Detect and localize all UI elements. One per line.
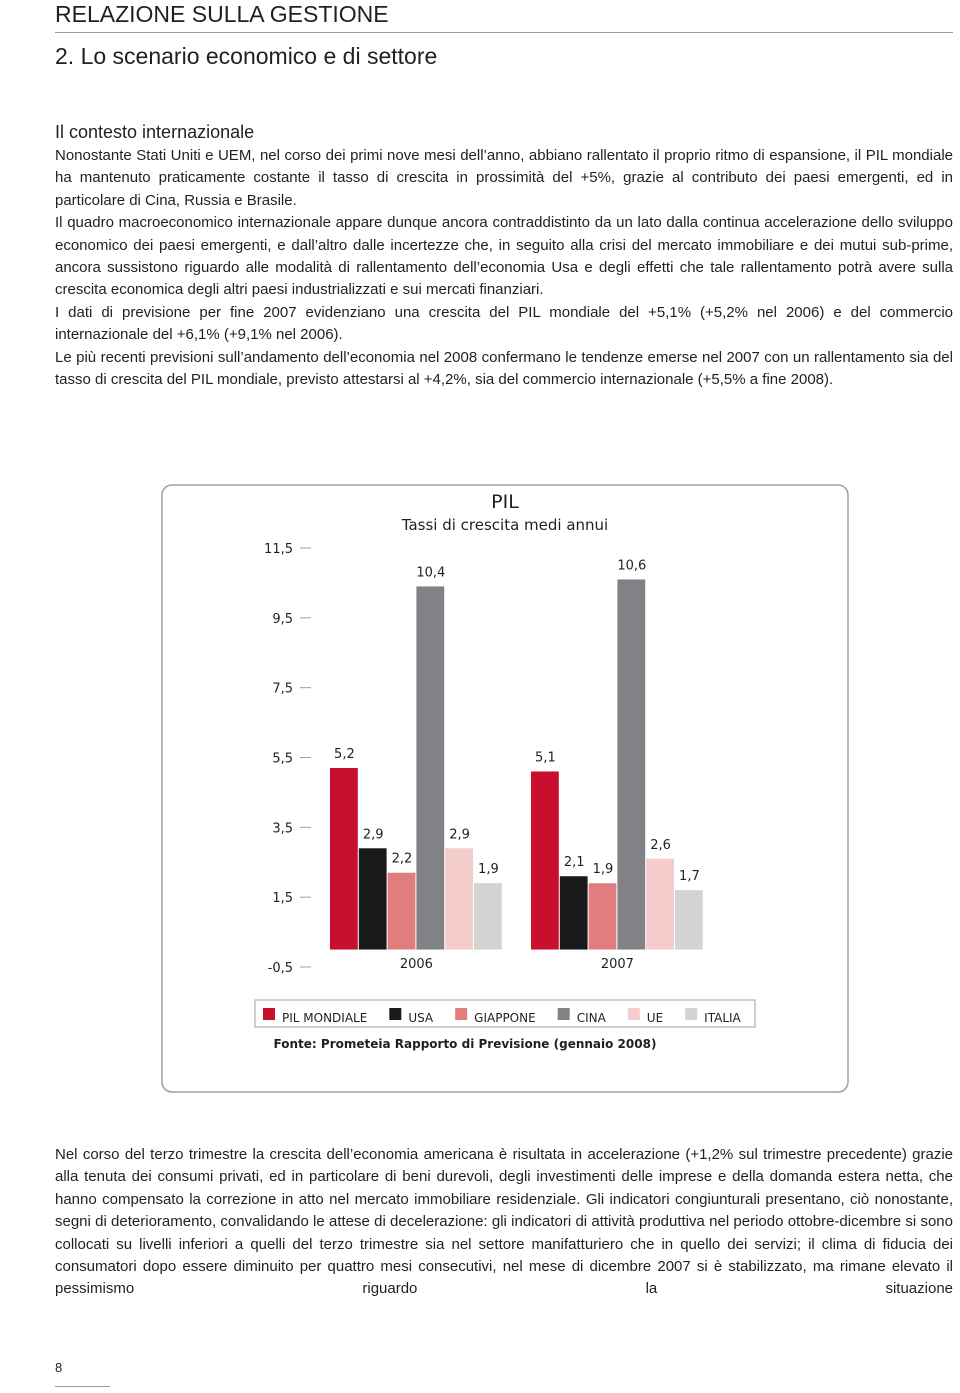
- paragraph: I dati di previsione per fine 2007 evide…: [55, 303, 953, 344]
- value-label: 1,9: [478, 862, 499, 877]
- legend-swatch: [389, 1008, 402, 1020]
- y-tick-label: 7,5: [272, 682, 293, 697]
- value-label: 5,2: [334, 747, 355, 762]
- legend-frame: [254, 999, 756, 1028]
- legend-swatch: [263, 1008, 275, 1020]
- y-tick-label: 5,5: [272, 752, 293, 767]
- legend-label: USA: [408, 1011, 434, 1025]
- rule: [55, 32, 953, 33]
- value-label: 10,4: [416, 565, 445, 580]
- legend-swatch: [627, 1008, 640, 1020]
- rule: [55, 1386, 110, 1387]
- chart-subtitle: Tassi di crescita medi annui: [401, 516, 608, 534]
- value-label: 2,9: [363, 827, 384, 842]
- chart-source: Fonte: Prometeia Rapporto di Previsione …: [274, 1037, 657, 1051]
- bar: [445, 848, 473, 950]
- value-label: 2,2: [392, 852, 413, 867]
- value-label: 10,6: [617, 558, 646, 573]
- y-tick-label: 9,5: [272, 612, 293, 627]
- paragraph: Il quadro macroeconomico internazionale …: [55, 214, 953, 299]
- y-tick-label: 11,5: [264, 542, 293, 557]
- value-label: 5,1: [535, 750, 556, 765]
- bar: [416, 586, 445, 950]
- section-title: 2. Lo scenario economico e di settore: [55, 43, 438, 69]
- legend-label: ITALIA: [704, 1011, 741, 1025]
- bar: [617, 579, 646, 950]
- legend-label: PIL MONDIALE: [282, 1011, 367, 1025]
- y-tick-label: 3,5: [272, 821, 293, 836]
- heading: Il contesto internazionale: [55, 122, 255, 142]
- value-label: 2,6: [650, 838, 671, 853]
- paragraph: Nel corso del terzo trimestre la crescit…: [55, 1146, 953, 1298]
- paragraph: Nonostante Stati Uniti e UEM, nel corso …: [55, 147, 953, 209]
- bar: [358, 848, 387, 950]
- chart-frame: [161, 484, 849, 1093]
- legend-label: UE: [647, 1011, 663, 1025]
- paragraph: Le più recenti previsioni sull’andamento…: [55, 348, 953, 389]
- bar: [675, 890, 703, 950]
- chart: PIL Tassi di crescita medi annui Fonte: …: [161, 484, 849, 1093]
- bar: [559, 876, 588, 950]
- bar: [646, 858, 674, 950]
- chart-title: PIL: [491, 491, 519, 513]
- value-label: 2,1: [564, 855, 585, 870]
- value-label: 2,9: [449, 827, 470, 842]
- header-title: RELAZIONE SULLA GESTIONE: [55, 1, 389, 27]
- x-tick-label: 2007: [601, 957, 634, 972]
- legend-swatch: [685, 1008, 698, 1020]
- y-tick-label: -0,5: [268, 961, 293, 976]
- bar: [330, 767, 358, 950]
- y-tick-label: 1,5: [272, 891, 293, 906]
- legend-swatch: [455, 1008, 468, 1020]
- page-number: 8: [55, 1360, 63, 1375]
- bar: [588, 883, 617, 950]
- value-label: 1,9: [593, 862, 614, 877]
- x-tick-label: 2006: [400, 957, 433, 972]
- bar: [474, 883, 502, 950]
- legend-swatch: [557, 1008, 570, 1020]
- bar: [387, 872, 416, 950]
- value-label: 1,7: [679, 869, 700, 884]
- text-block: Nonostante Stati Uniti e UEM, nel corso …: [55, 145, 953, 391]
- bar: [531, 771, 559, 950]
- legend-label: GIAPPONE: [474, 1011, 536, 1025]
- legend-label: CINA: [577, 1011, 607, 1025]
